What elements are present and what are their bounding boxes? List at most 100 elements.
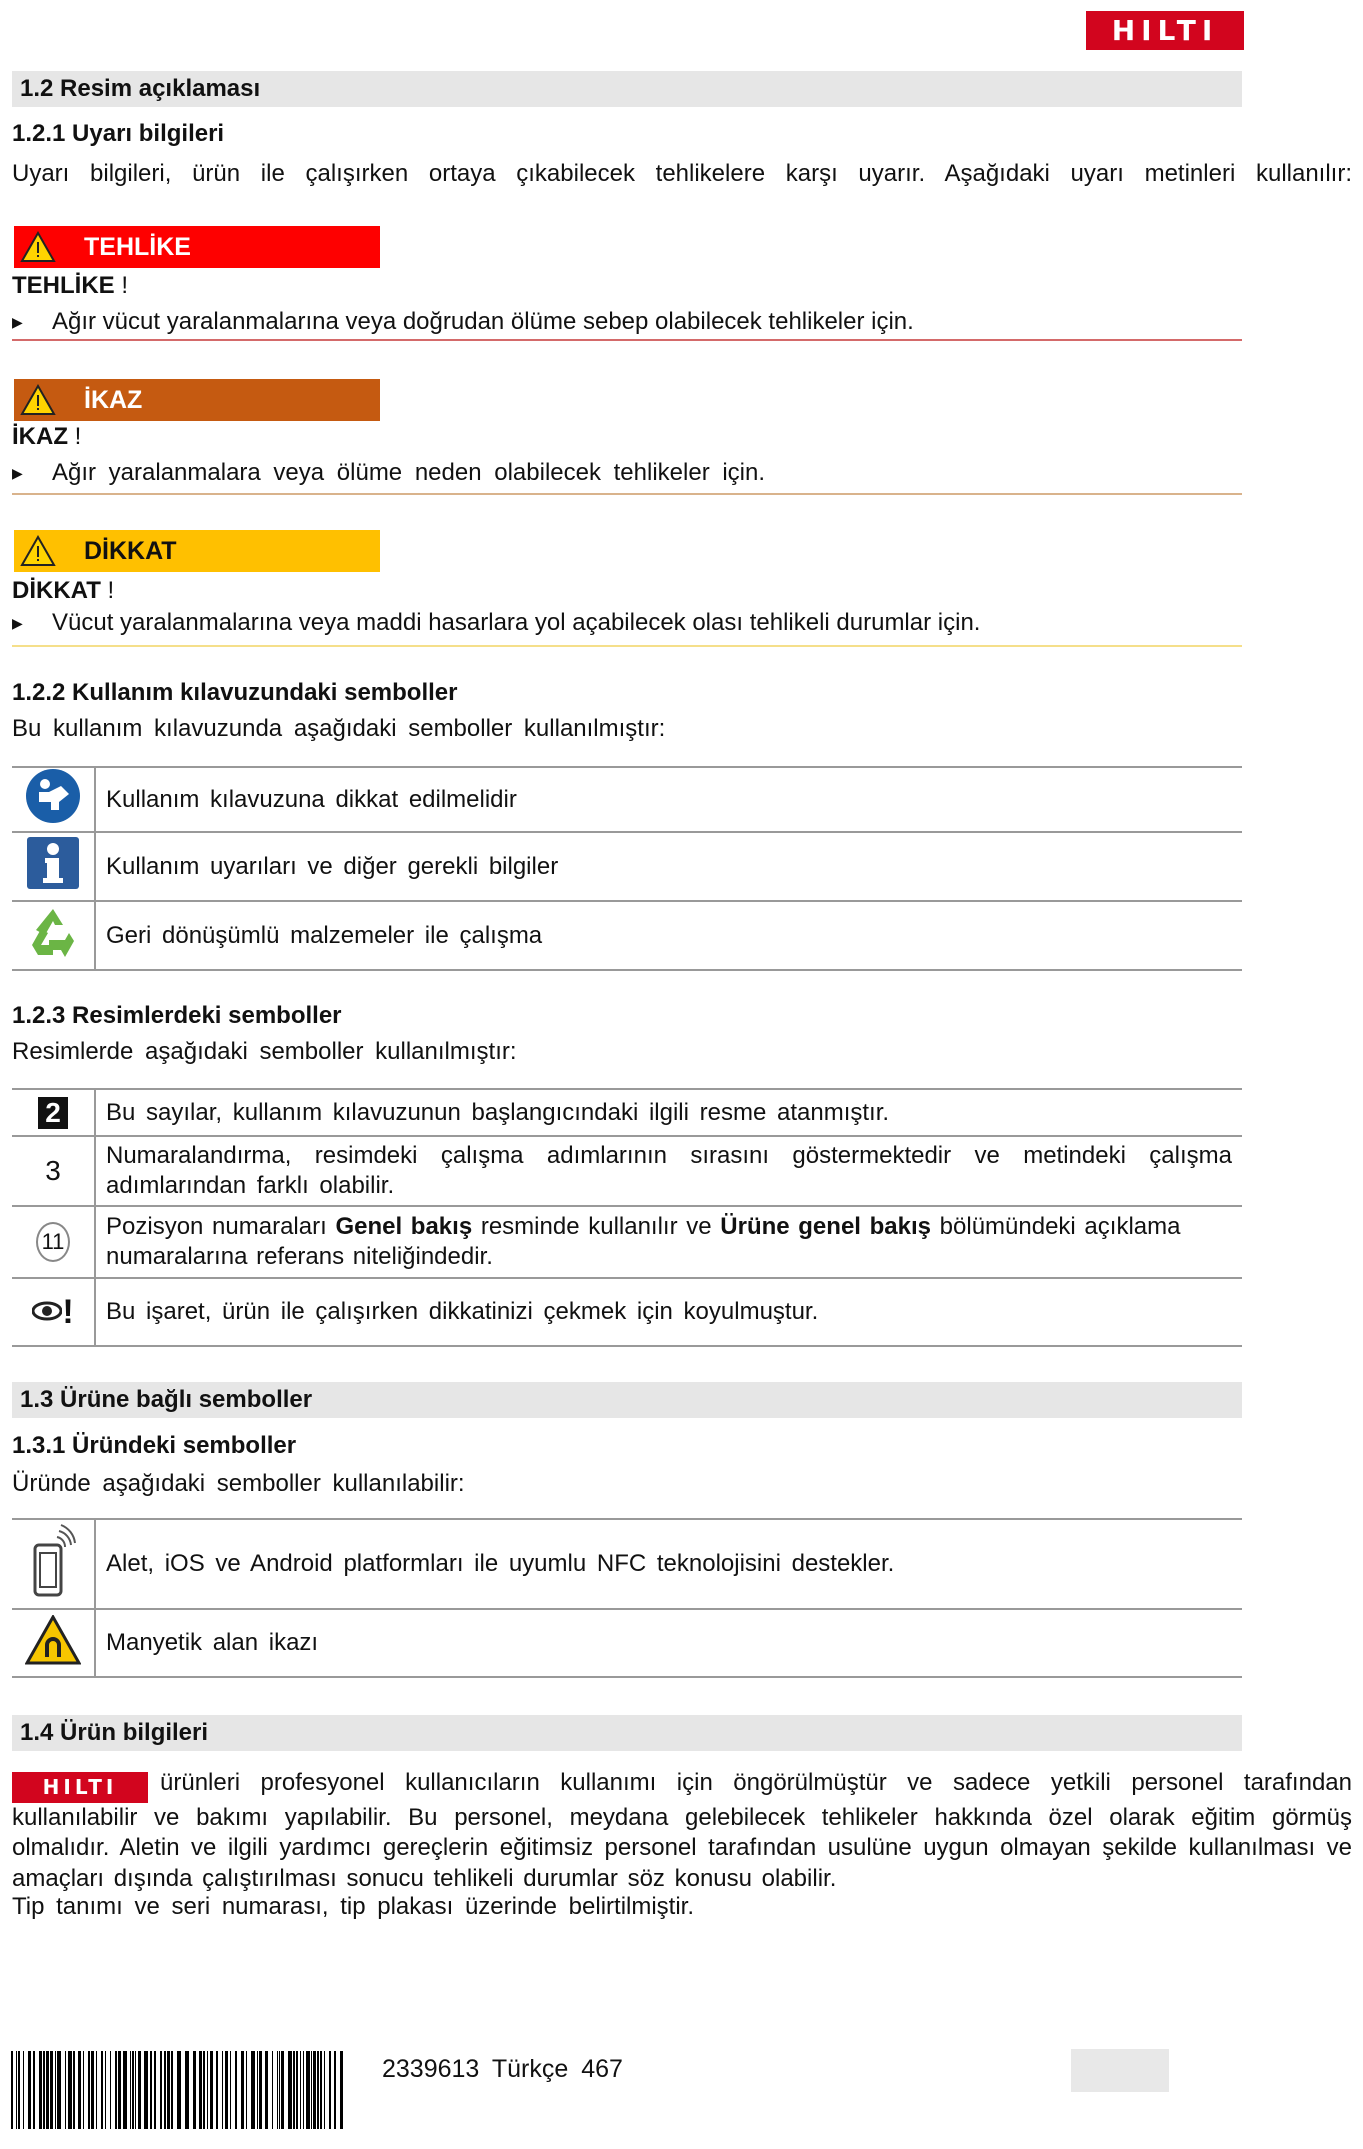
intro-1-2-1: Uyarı bilgileri, ürün ile çalışırken ort… <box>12 160 1352 187</box>
barcode-bar <box>88 2051 90 2129</box>
barcode-bar <box>199 2051 202 2129</box>
symbol-description: Manyetik alan ikazı <box>95 1608 1242 1678</box>
barcode-bar <box>130 2051 131 2129</box>
warning-text: ▶ Ağır yaralanmalara veya ölüme neden ola… <box>12 459 766 486</box>
symbol-description: Kullanım uyarıları ve diğer gerekli bilg… <box>95 831 1242 902</box>
barcode-bar <box>33 2051 35 2129</box>
barcode-bar <box>246 2051 247 2129</box>
read-manual-icon <box>26 769 80 823</box>
figure-number-badge: 2 <box>38 1096 68 1129</box>
barcode-bar <box>306 2051 310 2129</box>
barcode-bar <box>78 2051 81 2129</box>
barcode-bar <box>18 2051 20 2129</box>
danger-divider <box>12 339 1242 341</box>
caution-text: ▶ Vücut yaralanmalarına veya maddi hasarl… <box>12 609 981 636</box>
intro-1-2-2: Bu kullanım kılavuzunda aşağıdaki sembol… <box>12 715 666 742</box>
barcode-bar <box>11 2051 13 2129</box>
barcode-bar <box>68 2051 72 2129</box>
barcode-bar <box>222 2051 223 2129</box>
barcode-bar <box>91 2051 94 2129</box>
barcode-bar <box>96 2051 97 2129</box>
barcode-bar <box>334 2051 336 2129</box>
barcode-bar <box>167 2051 170 2129</box>
barcode-bar <box>171 2051 173 2129</box>
danger-label: TEHLİKE <box>84 232 191 261</box>
table-row: 2 Bu sayılar, kullanım kılavuzunun başlan… <box>12 1088 1242 1137</box>
warning-triangle-icon <box>20 231 56 262</box>
warning-banner: İKAZ <box>14 379 380 421</box>
table-row: ! Bu işaret, ürün ile çalışırken dikkatin… <box>12 1277 1242 1347</box>
barcode-bar <box>340 2051 343 2129</box>
product-info-paragraph: HILTI ürünleri profesyonel kullanıcıların… <box>12 1769 1352 1892</box>
warning-signal: İKAZ ! <box>12 423 82 450</box>
barcode-bar <box>317 2051 319 2129</box>
barcode-bar <box>138 2051 141 2129</box>
intro-1-3-1: Üründe aşağıdaki semboller kullanılabili… <box>12 1470 465 1497</box>
barcode-bar <box>193 2051 196 2129</box>
barcode-bar <box>277 2051 278 2129</box>
bullet-arrow-icon: ▶ <box>12 465 23 482</box>
eye-attention-icon <box>31 1301 63 1320</box>
barcode-bar <box>23 2051 24 2129</box>
barcode-bar <box>16 2051 17 2129</box>
barcode-bar <box>39 2051 42 2129</box>
section-heading-1-2: 1.2 Resim açıklaması <box>12 71 1242 107</box>
footer-page-info: 2339613 Türkçe 467 <box>382 2055 623 2084</box>
barcode-bar <box>132 2051 134 2129</box>
hilti-inline-logo: HILTI <box>12 1771 148 1803</box>
barcode-bar <box>150 2051 152 2129</box>
barcode-bar <box>110 2051 111 2129</box>
intro-1-2-3: Resimlerde aşağıdaki semboller kullanılm… <box>12 1038 517 1065</box>
table-row: Alet, iOS ve Android platformları ile uy… <box>12 1518 1242 1610</box>
barcode-bar <box>50 2051 53 2129</box>
bullet-arrow-icon: ▶ <box>12 615 23 632</box>
barcode-bar <box>46 2051 49 2129</box>
warning-triangle-icon <box>20 535 56 566</box>
symbol-description: Numaralandırma, resimdeki çalışma adımla… <box>95 1135 1242 1207</box>
barcode-bar <box>265 2051 268 2129</box>
page-number: 467 <box>581 2055 623 2083</box>
barcode-bar <box>28 2051 31 2129</box>
barcode <box>11 2051 343 2129</box>
section-heading-1-4: 1.4 Ürün bilgileri <box>12 1715 1242 1751</box>
table-row: Kullanım uyarıları ve diğer gerekli bilg… <box>12 831 1242 902</box>
barcode-bar <box>83 2051 84 2129</box>
type-plate-note: Tip tanımı ve seri numarası, tip plakası… <box>12 1893 695 1920</box>
bullet-arrow-icon: ▶ <box>12 314 23 331</box>
table-row: Geri dönüşümlü malzemeler ile çalışma <box>12 900 1242 971</box>
barcode-bar <box>300 2051 301 2129</box>
nfc-phone-icon <box>33 1523 76 1596</box>
barcode-bar <box>144 2051 148 2129</box>
barcode-bar <box>203 2051 205 2129</box>
heading-1-3-1: 1.3.1 Üründeki semboller <box>12 1432 297 1459</box>
barcode-bar <box>177 2051 181 2129</box>
table-row: Kullanım kılavuzuna dikkat edilmelidir <box>12 766 1242 833</box>
danger-banner: TEHLİKE <box>14 226 380 268</box>
barcode-bar <box>210 2051 213 2129</box>
manual-symbols-table: Kullanım kılavuzuna dikkat edilmelidir K… <box>12 766 1242 971</box>
barcode-bar <box>73 2051 75 2129</box>
barcode-bar <box>293 2051 295 2129</box>
barcode-bar <box>115 2051 117 2129</box>
product-symbols-table: Alet, iOS ve Android platformları ile uy… <box>12 1518 1242 1678</box>
barcode-bar <box>272 2051 273 2129</box>
section-heading-1-3: 1.3 Ürüne bağlı semboller <box>12 1382 1242 1418</box>
heading-1-2-1: 1.2.1 Uyarı bilgileri <box>12 120 225 147</box>
figure-symbols-table: 2 Bu sayılar, kullanım kılavuzunun başlan… <box>12 1088 1242 1347</box>
barcode-bar <box>324 2051 325 2129</box>
symbol-description: Geri dönüşümlü malzemeler ile çalışma <box>95 900 1242 971</box>
barcode-bar <box>288 2051 292 2129</box>
barcode-bar <box>257 2051 258 2129</box>
warning-label: İKAZ <box>84 385 143 414</box>
barcode-bar <box>281 2051 284 2129</box>
barcode-bar <box>241 2051 244 2129</box>
barcode-bar <box>251 2051 255 2129</box>
symbol-description: Kullanım kılavuzuna dikkat edilmelidir <box>95 766 1242 833</box>
info-icon <box>27 837 79 889</box>
barcode-bar <box>65 2051 66 2129</box>
position-number-circle: 11 <box>36 1222 70 1262</box>
symbol-description: Pozisyon numaraları Genel bakış resminde… <box>95 1205 1242 1279</box>
barcode-bar <box>55 2051 56 2129</box>
magnetic-field-warning-icon <box>24 1613 82 1664</box>
barcode-bar <box>303 2051 304 2129</box>
